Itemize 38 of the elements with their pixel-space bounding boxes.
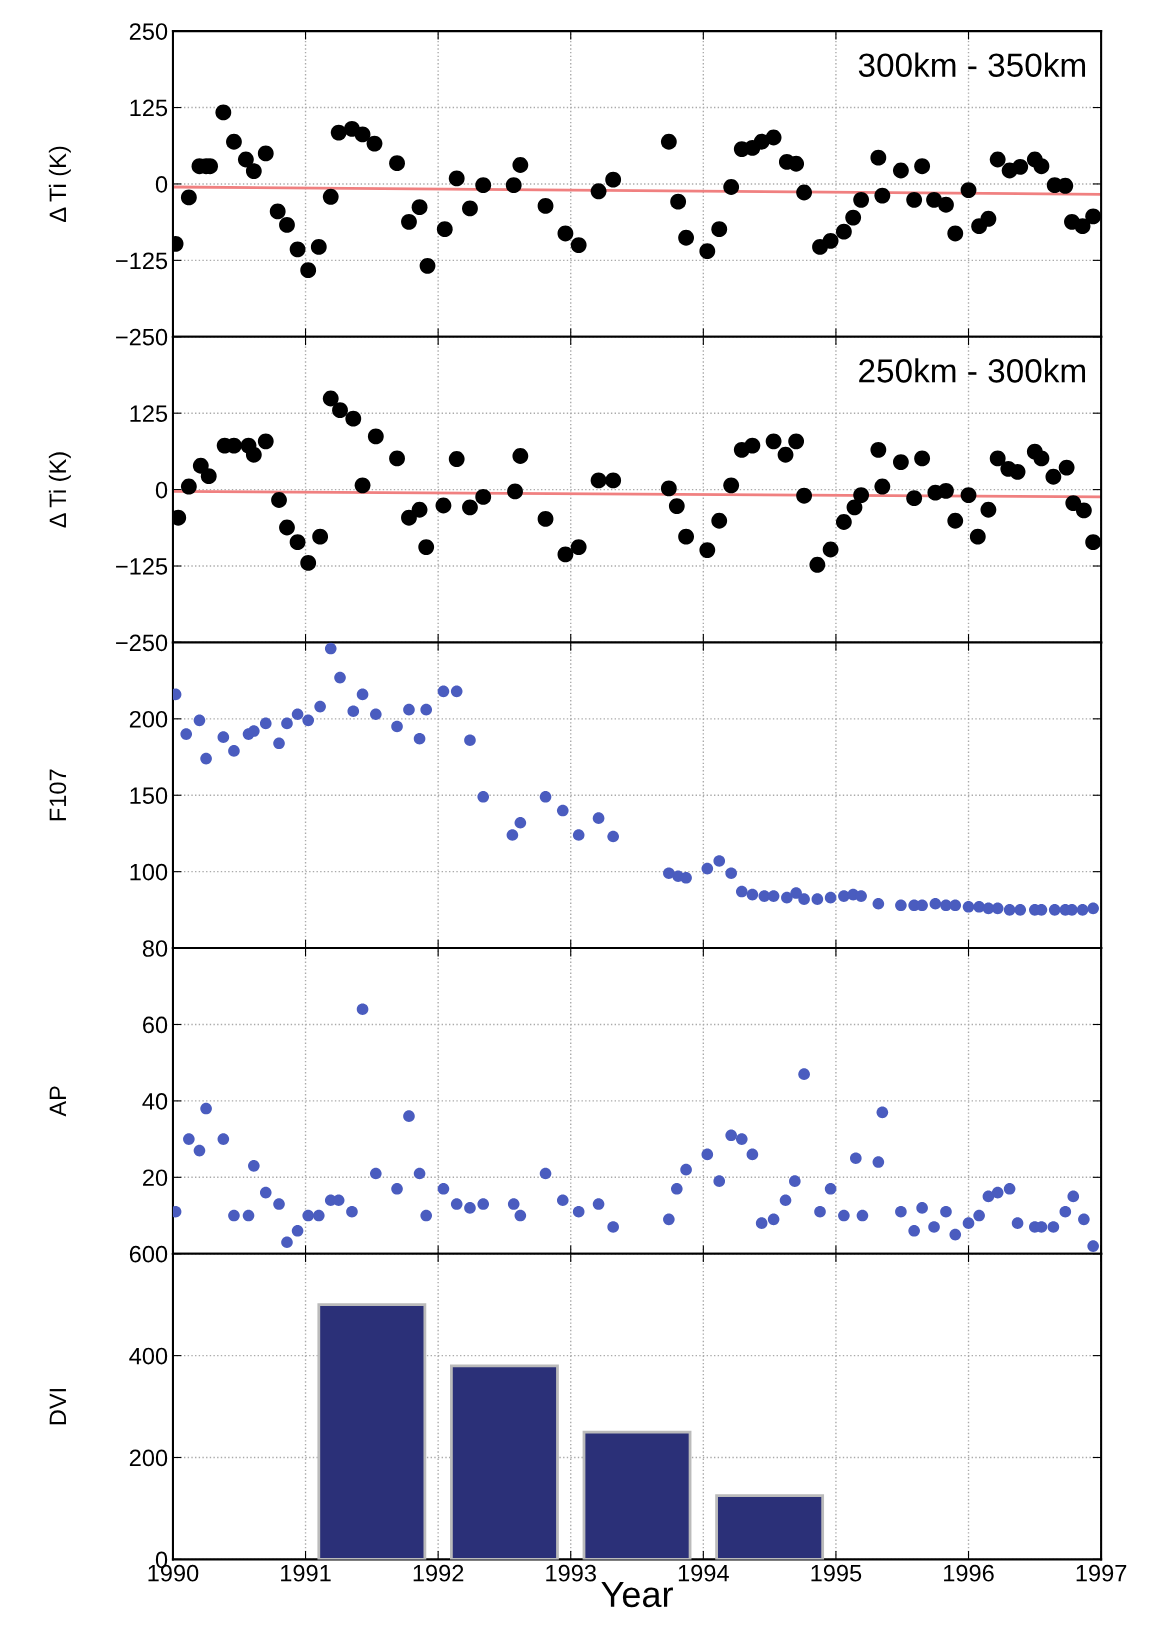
y-tick-label: 20 [143,1169,168,1187]
y-tick-label: 400 [129,1347,168,1365]
x-tick-label: 1991 [281,1564,331,1582]
y-tick-label: 125 [130,99,168,117]
x-tick-label: 1995 [811,1564,862,1582]
y-tick-label: 600 [129,1245,168,1263]
x-axis-title: Year [601,1582,673,1608]
annotation: 300km - 350km [858,52,1086,77]
y-tick-label: 125 [130,405,168,422]
x-tick-label: 1993 [546,1564,596,1582]
x-tick-label: 1992 [413,1564,464,1582]
x-tick-label: 1996 [944,1564,994,1582]
y-tick-label: 250 [129,23,168,40]
bar [317,1303,427,1560]
bar [450,1364,559,1560]
y-axis-title: Δ Ti (K) [48,452,71,528]
y-axis-title: Δ Ti (K) [48,146,71,222]
y-axis-title: AP [49,1086,66,1117]
y-tick-label: −125 [116,252,168,270]
y-tick-label: 100 [130,863,168,881]
bar [715,1494,825,1560]
y-axis-title: F107 [49,769,67,821]
y-tick-label: 0 [155,176,168,193]
y-tick-label: −250 [116,634,168,652]
y-tick-label: 40 [142,1092,168,1110]
y-tick-label: 60 [143,1016,168,1034]
x-tick-label: 1997 [1076,1564,1127,1582]
y-tick-label: 200 [129,1449,168,1467]
y-tick-label: 200 [129,710,168,728]
y-tick-label: 80 [142,940,168,957]
y-axis-title: DVI [49,1389,66,1425]
bar [582,1430,692,1560]
y-tick-label: 0 [155,481,168,499]
y-tick-label: −125 [116,558,168,575]
y-tick-label: −250 [116,328,168,346]
x-tick-label: 1994 [678,1564,729,1582]
y-tick-label: 150 [130,787,168,805]
annotation: 250km - 300km [859,358,1086,383]
